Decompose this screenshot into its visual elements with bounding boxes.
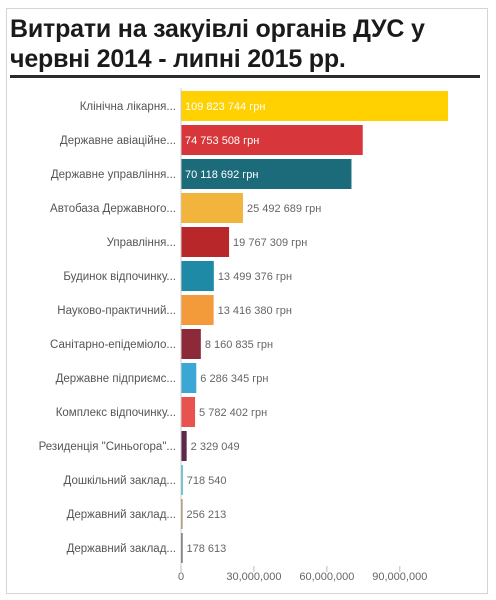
bar-9 <box>181 397 196 427</box>
bar-5 <box>181 261 214 291</box>
category-label-9: Комплекс відпочинку... <box>56 407 176 419</box>
category-label-4: Управління... <box>107 237 176 249</box>
value-label-8: 6 286 345 грн <box>200 373 268 385</box>
category-label-0: Клінічна лікарня... <box>80 101 176 113</box>
title-underline <box>10 75 480 78</box>
bar-6 <box>181 295 214 325</box>
value-label-6: 13 416 380 грн <box>218 305 292 317</box>
category-label-12: Державний заклад... <box>67 509 176 521</box>
bar-8 <box>181 363 197 393</box>
value-label-5: 13 499 376 грн <box>218 271 292 283</box>
category-label-7: Санітарно-епідеміоло... <box>50 339 176 351</box>
value-label-0: 109 823 744 грн <box>185 101 265 113</box>
x-tick-label-2: 60,000,000 <box>299 571 354 583</box>
category-label-3: Автобаза Державного... <box>50 203 176 215</box>
category-label-13: Державний заклад... <box>67 543 176 555</box>
bar-1 <box>181 125 363 155</box>
bar-7 <box>181 329 201 359</box>
category-label-1: Державне авіаційне... <box>60 135 176 147</box>
value-label-7: 8 160 835 грн <box>205 339 273 351</box>
x-tick-label-3: 90,000,000 <box>372 571 427 583</box>
bar-2 <box>181 159 352 189</box>
bar-4 <box>181 227 230 257</box>
bar-11 <box>181 465 183 495</box>
value-label-4: 19 767 309 грн <box>233 237 307 249</box>
bar-12 <box>181 499 183 529</box>
category-label-11: Дошкільний заклад... <box>64 475 176 487</box>
bar-13 <box>181 533 183 563</box>
value-label-12: 256 213 <box>187 509 227 521</box>
chart-title: Витрати на закуівлі органів ДУС у червні… <box>10 15 425 73</box>
category-label-10: Резиденція "Синьогора"... <box>39 441 176 453</box>
value-label-1: 74 753 508 грн <box>185 135 259 147</box>
category-label-8: Державне підприємс... <box>56 373 176 385</box>
value-label-2: 70 118 692 грн <box>185 169 259 181</box>
category-label-2: Державне управління... <box>51 169 176 181</box>
value-label-13: 178 613 <box>187 543 227 555</box>
x-tick-label-1: 30,000,000 <box>226 571 281 583</box>
value-label-9: 5 782 402 грн <box>199 407 267 419</box>
value-label-3: 25 492 689 грн <box>247 203 321 215</box>
bar-10 <box>181 431 187 461</box>
value-label-10: 2 329 049 <box>191 441 240 453</box>
bar-0 <box>181 91 448 121</box>
value-label-11: 718 540 <box>187 475 227 487</box>
x-tick-label-0: 0 <box>178 571 184 583</box>
category-label-5: Будинок відпочинку... <box>63 271 176 283</box>
category-label-6: Науково-практичний... <box>57 305 176 317</box>
bar-3 <box>181 193 243 223</box>
